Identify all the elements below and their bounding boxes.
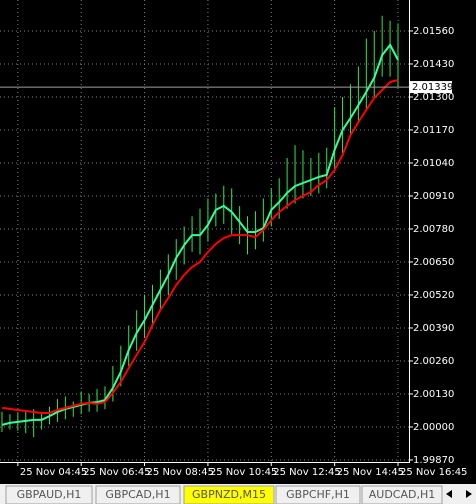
tab[interactable]: GBPCHF,H1 xyxy=(275,485,361,504)
y-tick-label: 2.00260 xyxy=(413,356,454,367)
tab-label[interactable]: GBPCAD,H1 xyxy=(105,488,170,501)
tab[interactable]: GBPNZD,M15 xyxy=(183,485,275,504)
tab[interactable]: GBPCAD,H1 xyxy=(95,485,181,504)
tab-background xyxy=(183,485,275,504)
chart-background xyxy=(0,0,476,484)
x-tick-label: 25 Nov 08:45 xyxy=(147,467,214,478)
y-tick-label: 2.01170 xyxy=(413,125,454,136)
scroll-left-arrow[interactable] xyxy=(446,490,452,498)
y-tick-label: 2.00130 xyxy=(413,389,454,400)
y-tick-label: 2.00390 xyxy=(413,323,454,334)
x-tick-label: 25 Nov 10:45 xyxy=(210,467,277,478)
y-tick-label: 1.99870 xyxy=(413,455,454,466)
x-tick-label: 25 Nov 06:45 xyxy=(83,467,150,478)
x-tick-label: 25 Nov 16:45 xyxy=(400,467,467,478)
y-tick-label: 2.00910 xyxy=(413,191,454,202)
current-price-label: 2.01339 xyxy=(412,82,453,93)
tab[interactable]: GBPAUD,H1 xyxy=(5,485,93,504)
x-tick-label: 25 Nov 14:45 xyxy=(337,467,404,478)
scroll-right-arrow[interactable] xyxy=(466,490,472,498)
x-tick-label: 25 Nov 12:45 xyxy=(273,467,340,478)
y-tick-label: 2.01300 xyxy=(413,92,454,103)
tab-label[interactable]: GBPCHF,H1 xyxy=(286,488,350,501)
y-tick-label: 2.00780 xyxy=(413,224,454,235)
y-tick-label: 2.00520 xyxy=(413,290,454,301)
current-price-box xyxy=(410,81,452,94)
tab-label[interactable]: GBPAUD,H1 xyxy=(17,488,82,501)
y-tick-label: 2.00000 xyxy=(413,422,454,433)
tab[interactable]: AUDCAD,H1 xyxy=(361,485,443,504)
y-tick-label: 2.01560 xyxy=(413,26,454,37)
tab-background xyxy=(275,485,361,504)
plot-area xyxy=(0,15,409,438)
tab-label[interactable]: GBPNZD,M15 xyxy=(192,488,266,501)
y-tick-label: 2.00650 xyxy=(413,257,454,268)
tab-background xyxy=(361,485,443,504)
tabs: GBPAUD,H1 GBPCAD,H1 GBPNZD,M15 GBPCHF,H1 AUD… xyxy=(5,485,443,504)
y-tick-label: 2.01430 xyxy=(413,59,454,70)
x-tick-label: 25 Nov 04:45 xyxy=(20,467,87,478)
axes: 2.01560 2.01430 2.01300 2.01170 2.01040 2.009… xyxy=(17,26,467,478)
tab-background xyxy=(5,485,93,504)
moving-average xyxy=(1,79,399,414)
tab-label[interactable]: AUDCAD,H1 xyxy=(369,488,436,501)
y-tick-label: 2.01040 xyxy=(413,158,454,169)
tab-background xyxy=(95,485,181,504)
